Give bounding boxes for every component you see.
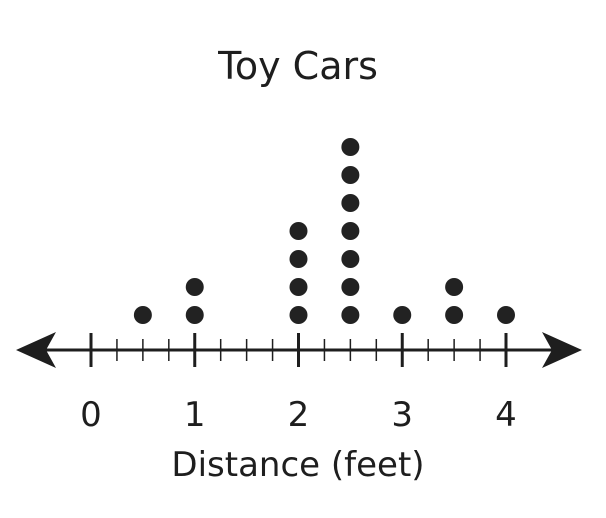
tick-group: [89, 333, 508, 367]
data-dot: [445, 278, 464, 296]
x-axis-label: Distance (feet): [171, 445, 424, 485]
chart-title: Toy Cars: [217, 44, 378, 88]
data-dot: [341, 138, 360, 156]
data-dot: [341, 166, 360, 184]
tick-label-group: 0 1 2 3 4: [80, 395, 517, 435]
right-arrow-icon: [542, 332, 582, 368]
data-dot: [289, 222, 308, 240]
data-dot: [185, 306, 204, 324]
data-dot: [133, 306, 152, 324]
data-dot: [289, 278, 308, 296]
data-dot: [341, 194, 360, 212]
data-dot: [497, 306, 515, 324]
data-dot: [445, 306, 464, 324]
tick-label: 2: [288, 395, 310, 435]
data-dot: [393, 306, 412, 324]
data-dot: [341, 306, 360, 324]
data-dot: [289, 250, 308, 268]
data-dot: [341, 222, 360, 240]
data-dot: [341, 250, 360, 268]
data-dot: [341, 278, 360, 296]
data-dot: [289, 306, 308, 324]
data-dot: [185, 278, 204, 296]
tick-label: 3: [391, 395, 413, 435]
left-arrow-icon: [16, 332, 56, 368]
dot-group: [133, 138, 515, 324]
tick-label: 4: [495, 395, 517, 435]
tick-label: 0: [80, 395, 102, 435]
tick-label: 1: [184, 395, 206, 435]
